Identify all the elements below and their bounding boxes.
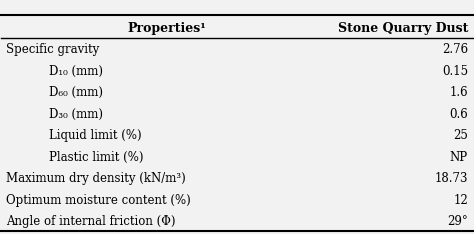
Text: 1.6: 1.6 bbox=[449, 86, 468, 99]
Text: Stone Quarry Dust: Stone Quarry Dust bbox=[337, 22, 468, 35]
Text: Properties¹: Properties¹ bbox=[127, 22, 206, 35]
Text: D₆₀ (mm): D₆₀ (mm) bbox=[48, 86, 102, 99]
Text: Specific gravity: Specific gravity bbox=[6, 43, 100, 56]
Text: D₁₀ (mm): D₁₀ (mm) bbox=[48, 65, 102, 78]
Text: 0.15: 0.15 bbox=[442, 65, 468, 78]
Text: Angle of internal friction (Φ): Angle of internal friction (Φ) bbox=[6, 215, 175, 228]
Text: 2.76: 2.76 bbox=[442, 43, 468, 56]
Text: Liquid limit (%): Liquid limit (%) bbox=[48, 129, 141, 142]
Text: D₃₀ (mm): D₃₀ (mm) bbox=[48, 108, 102, 121]
Text: 12: 12 bbox=[453, 194, 468, 207]
Text: Maximum dry density (kN/m³): Maximum dry density (kN/m³) bbox=[6, 172, 186, 185]
Text: Plastic limit (%): Plastic limit (%) bbox=[48, 151, 143, 164]
Text: 29°: 29° bbox=[447, 215, 468, 228]
Text: Optimum moisture content (%): Optimum moisture content (%) bbox=[6, 194, 191, 207]
Text: 0.6: 0.6 bbox=[449, 108, 468, 121]
Text: NP: NP bbox=[450, 151, 468, 164]
Text: 25: 25 bbox=[453, 129, 468, 142]
Text: 18.73: 18.73 bbox=[434, 172, 468, 185]
